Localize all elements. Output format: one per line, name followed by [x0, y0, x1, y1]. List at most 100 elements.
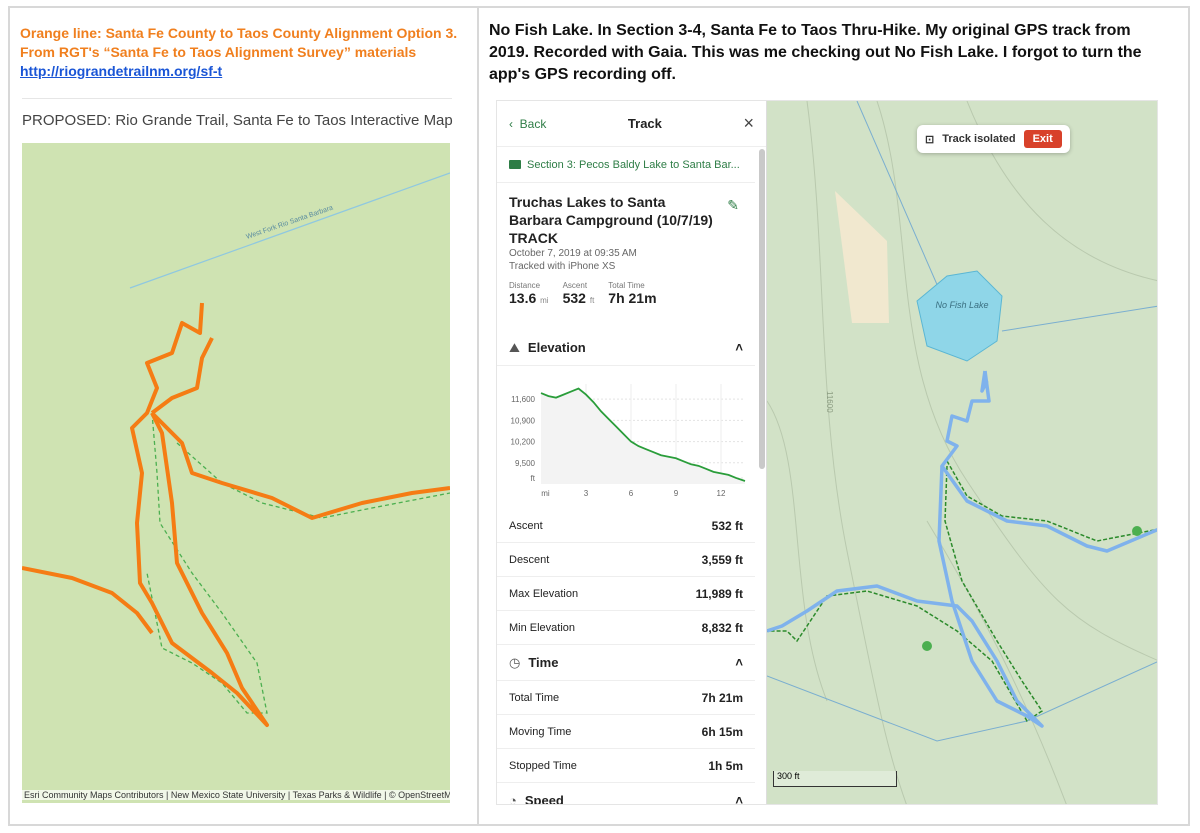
row-value: 6h 15m: [701, 724, 743, 739]
clearing-area: [835, 191, 889, 323]
row-value: 11,989 ft: [695, 586, 743, 601]
exit-button[interactable]: Exit: [1023, 130, 1062, 148]
route-line: [21, 566, 154, 635]
y-tick-label: ft: [531, 474, 536, 483]
row-label: Total Time: [509, 691, 560, 704]
row-label: Descent: [509, 553, 550, 566]
survey-link[interactable]: http://riograndetrailnm.org/sf-t: [20, 63, 223, 79]
right-caption: No Fish Lake. In Section 3-4, Santa Fe t…: [489, 22, 1142, 83]
trail-badge-icon: [1132, 526, 1142, 536]
stream-line: [1001, 305, 1157, 332]
section-title: Time: [528, 654, 559, 670]
y-tick-label: 10,900: [511, 416, 536, 425]
focus-icon: ⊡: [925, 133, 935, 146]
gaia-app: ‹ Back Track × Section 3: Pecos Baldy La…: [496, 100, 1158, 805]
folder-icon: [509, 160, 521, 169]
stat-label: Ascent: [562, 281, 588, 290]
elevation-area: [541, 388, 745, 484]
track-info: Truchas Lakes to Santa Barbara Campgroun…: [497, 183, 755, 316]
sidebar-header: ‹ Back Track ×: [497, 101, 766, 147]
stat-row: Max Elevation 11,989 ft: [497, 577, 755, 611]
dashed-trail: [146, 412, 268, 714]
track-name: Truchas Lakes to Santa Barbara Campgroun…: [509, 194, 713, 246]
row-label: Moving Time: [509, 725, 572, 738]
elevation-line: [540, 387, 746, 482]
y-tick-label: 10,200: [511, 438, 536, 447]
section-title: Elevation: [527, 339, 586, 355]
contour-label: 11600: [825, 391, 834, 413]
route-line: [150, 337, 214, 415]
orange-route: [21, 302, 451, 727]
row-value: 1h 5m: [708, 758, 743, 773]
x-tick-label: 6: [629, 489, 634, 498]
route-line: [130, 302, 269, 727]
time-header[interactable]: ◷ Time ˄: [497, 645, 755, 681]
stat-label: Distance: [509, 281, 541, 290]
summary-stats: Distance 13.6 mi Ascent 532 ft Total Time 7…: [509, 281, 743, 306]
no-fish-lake: [916, 270, 1003, 362]
scale-bar: 300 ft: [773, 771, 897, 787]
row-label: Ascent: [509, 519, 543, 532]
route-line: [150, 411, 451, 520]
x-tick-label: 3: [584, 489, 589, 498]
left-caption: Orange line: Santa Fe County to Taos Cou…: [20, 24, 470, 81]
x-tick-label: 9: [674, 489, 679, 498]
gps-track: [766, 370, 1157, 728]
contour-lines: [766, 101, 1157, 804]
stat-row: Descent 3,559 ft: [497, 543, 755, 577]
trail-badge-icon: [922, 641, 932, 651]
track-isolated-banner: ⊡ Track isolated Exit: [917, 125, 1070, 153]
stat-value: 7h 21m: [608, 290, 657, 306]
map-attribution: Esri Community Maps Contributors | New M…: [22, 790, 450, 800]
stat-value: 13.6: [509, 290, 537, 306]
track-map[interactable]: No Fish Lake 11600 ⊡ Track isolated Exit 3…: [766, 101, 1157, 804]
dashed-trail: [176, 442, 451, 519]
boundary-line: [766, 661, 1157, 742]
divider: [477, 6, 479, 826]
caption-line: From RGT's “Santa Fe to Taos Alignment S…: [20, 44, 417, 60]
mountain-icon: ⛰: [509, 339, 520, 355]
elevation-header[interactable]: ⛰ Elevation ˄: [497, 330, 755, 366]
stat-row: Moving Time 6h 15m: [497, 715, 755, 749]
panel-title: Track: [627, 116, 662, 131]
map-title: PROPOSED: Rio Grande Trail, Santa Fe to …: [22, 112, 453, 129]
stat-row: Stopped Time 1h 5m: [497, 749, 755, 783]
map-layer: No Fish Lake 11600: [766, 101, 1157, 804]
track-device: Tracked with iPhone XS: [509, 261, 616, 272]
stream-line: [856, 101, 943, 297]
x-tick-label: 12: [717, 489, 726, 498]
stat-unit: mi: [540, 296, 549, 305]
close-icon[interactable]: ×: [743, 113, 754, 133]
scrollbar[interactable]: [759, 149, 765, 469]
row-label: Stopped Time: [509, 759, 577, 772]
stat-row: Min Elevation 8,832 ft: [497, 611, 755, 645]
chevron-up-icon[interactable]: ˄: [735, 793, 743, 805]
row-value: 7h 21m: [701, 690, 743, 705]
map-layer: West Fork Rio Santa Barbara: [21, 172, 451, 727]
proposed-trail-map[interactable]: West Fork Rio Santa Barbara: [21, 143, 451, 803]
trail-dashed: [767, 465, 1044, 723]
caption-line: Orange line: Santa Fe County to Taos Cou…: [20, 25, 458, 41]
track-sidebar: ‹ Back Track × Section 3: Pecos Baldy La…: [497, 101, 767, 805]
x-tick-label: mi: [541, 489, 550, 498]
track-date: October 7, 2019 at 09:35 AM: [509, 248, 637, 259]
stream-line: [129, 172, 451, 289]
row-value: 532 ft: [711, 518, 743, 533]
section-title: Speed: [524, 793, 564, 805]
row-value: 8,832 ft: [701, 620, 743, 635]
stat-label: Total Time: [608, 281, 645, 290]
row-value: 3,559 ft: [701, 552, 743, 567]
edit-pencil-icon[interactable]: ✎: [727, 197, 739, 213]
back-label: Back: [519, 116, 547, 131]
stat-row: Total Time 7h 21m: [497, 681, 755, 715]
speed-header[interactable]: ◔ Speed ˄: [497, 783, 755, 805]
section-link[interactable]: Section 3: Pecos Baldy Lake to Santa Bar…: [497, 147, 755, 183]
row-label: Min Elevation: [509, 621, 576, 634]
clock-icon: ◷: [509, 654, 521, 670]
back-button[interactable]: ‹ Back: [509, 116, 547, 131]
stat-unit: ft: [589, 296, 595, 305]
y-tick-label: 11,600: [511, 395, 535, 404]
chevron-up-icon[interactable]: ˄: [735, 340, 743, 355]
speedometer-icon: ◔: [509, 793, 517, 805]
chevron-up-icon[interactable]: ˄: [735, 655, 743, 670]
